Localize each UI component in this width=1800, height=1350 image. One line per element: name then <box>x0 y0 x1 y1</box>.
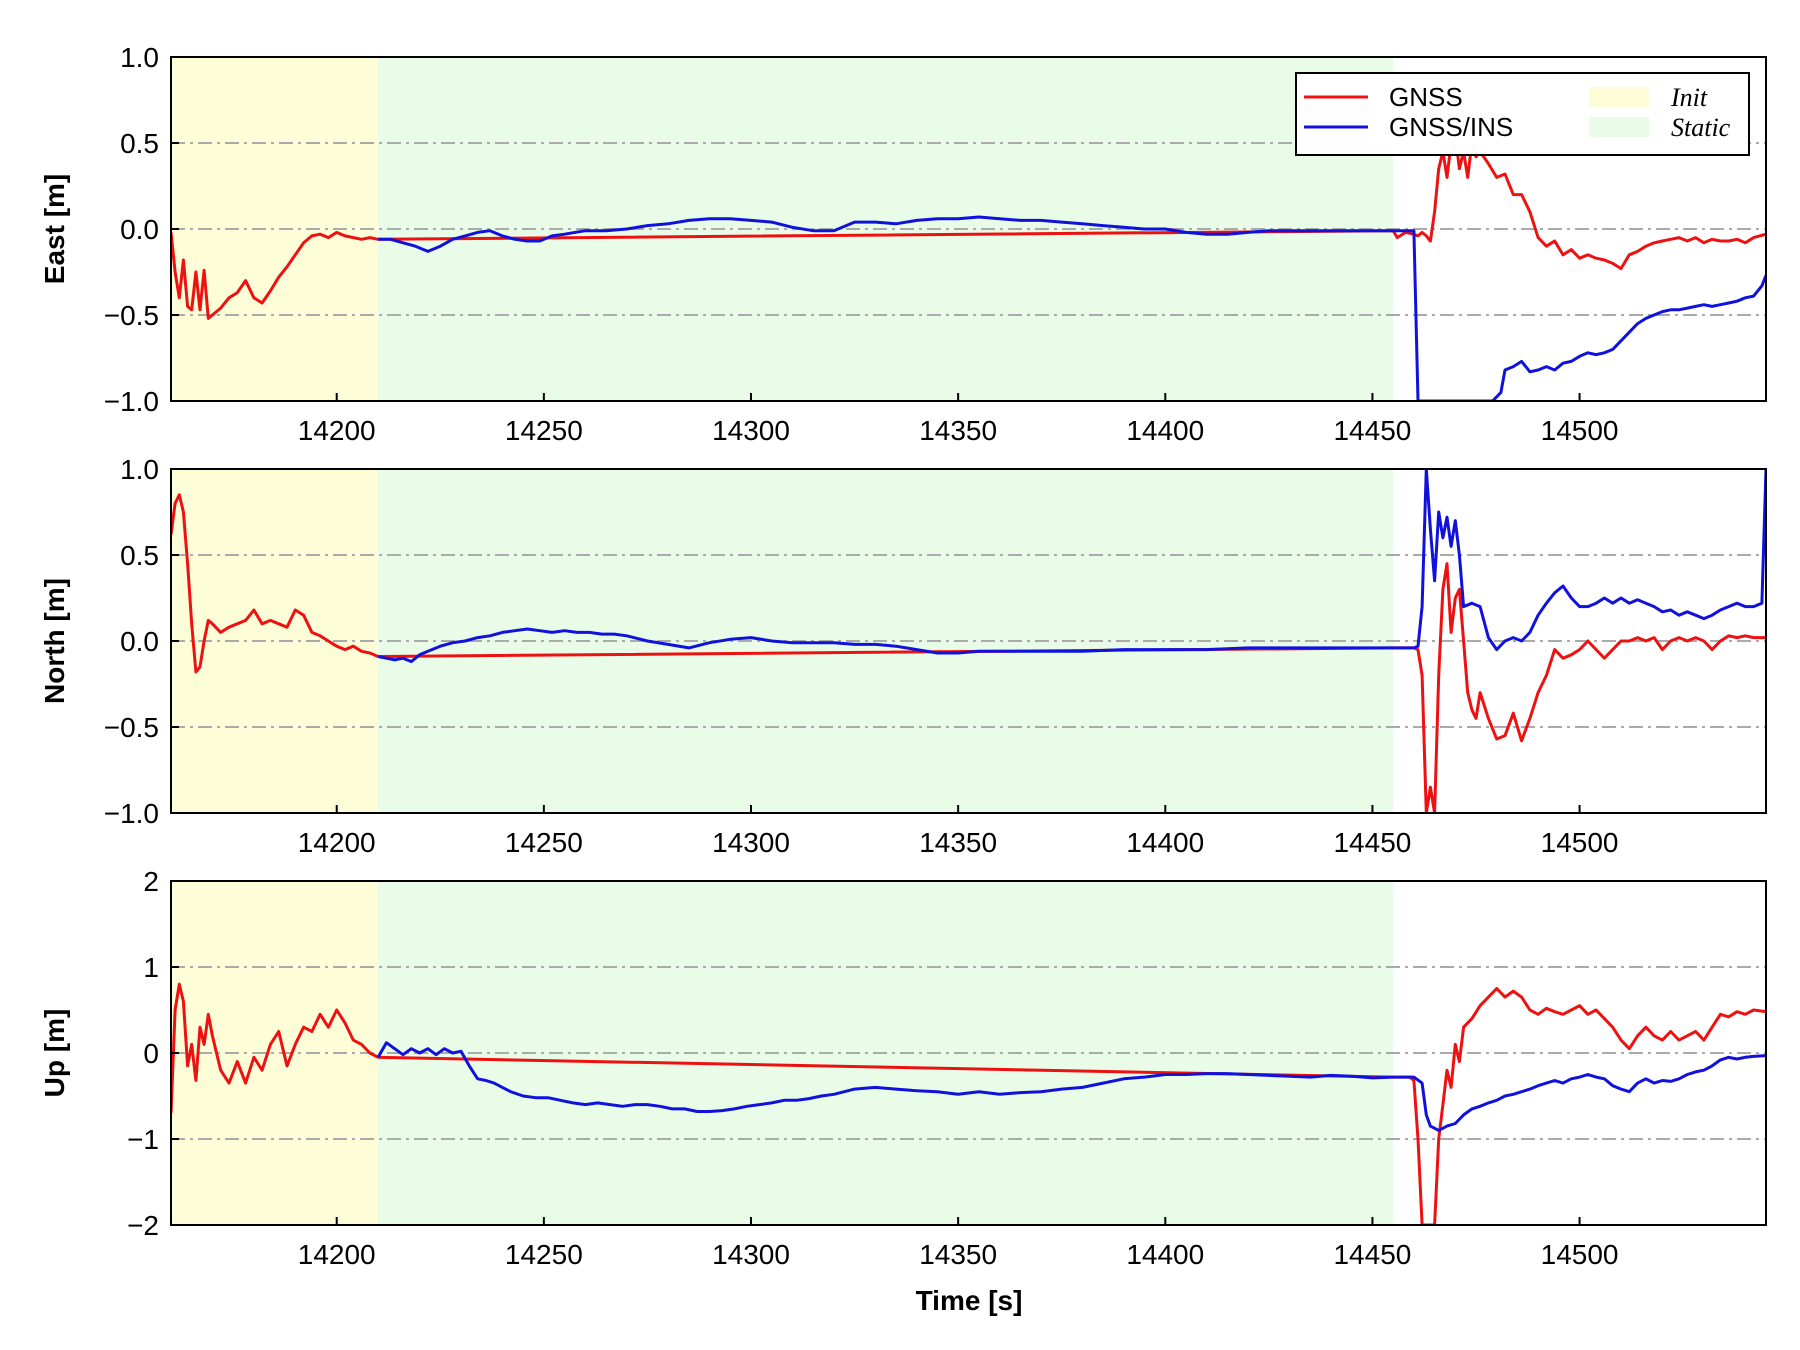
series-group <box>171 132 1766 401</box>
series-line-gnss <box>171 493 1766 813</box>
legend-label: GNSS <box>1389 82 1463 112</box>
series-line-gnss-ins <box>378 215 1766 401</box>
x-tick-label: 14450 <box>1333 415 1411 446</box>
x-tick-label: 14350 <box>919 415 997 446</box>
y-axis-title: Up [m] <box>39 1009 70 1098</box>
x-tick-label: 14350 <box>919 1239 997 1270</box>
x-tick-label: 14350 <box>919 827 997 858</box>
series-line-gnss <box>171 982 1766 1225</box>
panel-3: −2 −1 0 1 2 14200 14250 14300 14350 14400 14450 145… <box>39 866 1767 1270</box>
x-tick-label: 14300 <box>712 1239 790 1270</box>
y-tick-label: −1.0 <box>104 386 159 417</box>
y-tick-label: −1 <box>127 1124 159 1155</box>
x-tick-label: 14200 <box>298 827 376 858</box>
y-tick-label: −1.0 <box>104 798 159 829</box>
x-tick-label: 14250 <box>505 827 583 858</box>
y-tick-label: 0.0 <box>120 214 159 245</box>
y-tick-label: 0.0 <box>120 626 159 657</box>
series-group <box>171 982 1766 1225</box>
x-tick-label: 14300 <box>712 827 790 858</box>
series-line-gnss <box>171 132 1766 320</box>
series-line-gnss-ins <box>377 469 1766 664</box>
x-tick-label: 14250 <box>505 415 583 446</box>
y-tick-label: −0.5 <box>104 712 159 743</box>
panel-2: −1.0 −0.5 0.0 0.5 1.0 14200 14250 14300 14350 144… <box>39 454 1767 858</box>
legend-label: Init <box>1670 83 1708 112</box>
x-tick-label: 14500 <box>1541 827 1619 858</box>
x-tick-label: 14200 <box>298 1239 376 1270</box>
x-tick-label: 14400 <box>1126 827 1204 858</box>
x-tick-label: 14200 <box>298 415 376 446</box>
x-tick-label: 14250 <box>505 1239 583 1270</box>
y-axis-title: East [m] <box>39 174 70 284</box>
y-tick-label: 0.5 <box>120 540 159 571</box>
y-tick-label: −2 <box>127 1210 159 1241</box>
legend-box <box>1295 72 1750 156</box>
x-tick-label: 14300 <box>712 415 790 446</box>
legend-swatch-init <box>1589 87 1649 107</box>
x-tick-label: 14400 <box>1126 415 1204 446</box>
y-tick-label: 1.0 <box>120 454 159 485</box>
y-tick-label: 1.0 <box>120 42 159 73</box>
legend-swatch-static <box>1589 117 1649 137</box>
y-tick-label: 1 <box>143 952 159 983</box>
series-line-gnss-ins <box>376 1041 1766 1132</box>
legend-label: GNSS/INS <box>1389 112 1513 142</box>
x-tick-label: 14400 <box>1126 1239 1204 1270</box>
x-axis-title: Time [s] <box>916 1285 1023 1316</box>
y-tick-label: −0.5 <box>104 300 159 331</box>
panel-1: −1.0 −0.5 0.0 0.5 1.0 14200 14250 14300 14350 144… <box>39 42 1767 446</box>
x-tick-label: 14450 <box>1333 1239 1411 1270</box>
x-tick-label: 14500 <box>1541 1239 1619 1270</box>
y-tick-label: 2 <box>143 866 159 897</box>
x-tick-label: 14500 <box>1541 415 1619 446</box>
y-tick-label: 0.5 <box>120 128 159 159</box>
y-tick-label: 0 <box>143 1038 159 1069</box>
series-group <box>171 469 1766 813</box>
y-axis-title: North [m] <box>39 578 70 704</box>
legend-label: Static <box>1671 113 1731 142</box>
x-tick-label: 14450 <box>1333 827 1411 858</box>
panels: −1.0 −0.5 0.0 0.5 1.0 14200 14250 14300 14350 144… <box>39 42 1767 1270</box>
